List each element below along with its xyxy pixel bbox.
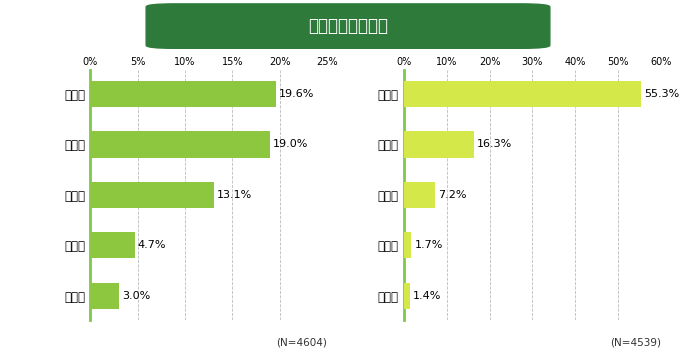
Text: 産地イメージ全国: 産地イメージ全国 [308,17,388,35]
Bar [404,283,410,309]
Bar [404,182,434,208]
Bar [90,283,119,309]
Bar [404,232,411,258]
Text: 19.0%: 19.0% [273,140,308,150]
Text: 4.7%: 4.7% [138,240,166,250]
Text: (N=4539): (N=4539) [610,338,661,348]
FancyBboxPatch shape [146,4,550,48]
Bar [90,132,270,158]
Bar [404,132,474,158]
Text: 3.0%: 3.0% [122,291,150,301]
Text: 19.6%: 19.6% [279,89,314,99]
Bar [90,182,214,208]
Text: 7.2%: 7.2% [438,190,466,200]
Text: 55.3%: 55.3% [644,89,680,99]
Text: 1.4%: 1.4% [413,291,441,301]
Bar [90,81,276,107]
Text: 1.7%: 1.7% [414,240,443,250]
Bar [404,81,641,107]
Text: 16.3%: 16.3% [477,140,512,150]
Text: 13.1%: 13.1% [217,190,253,200]
Text: (N=4604): (N=4604) [276,338,327,348]
Bar [90,232,135,258]
